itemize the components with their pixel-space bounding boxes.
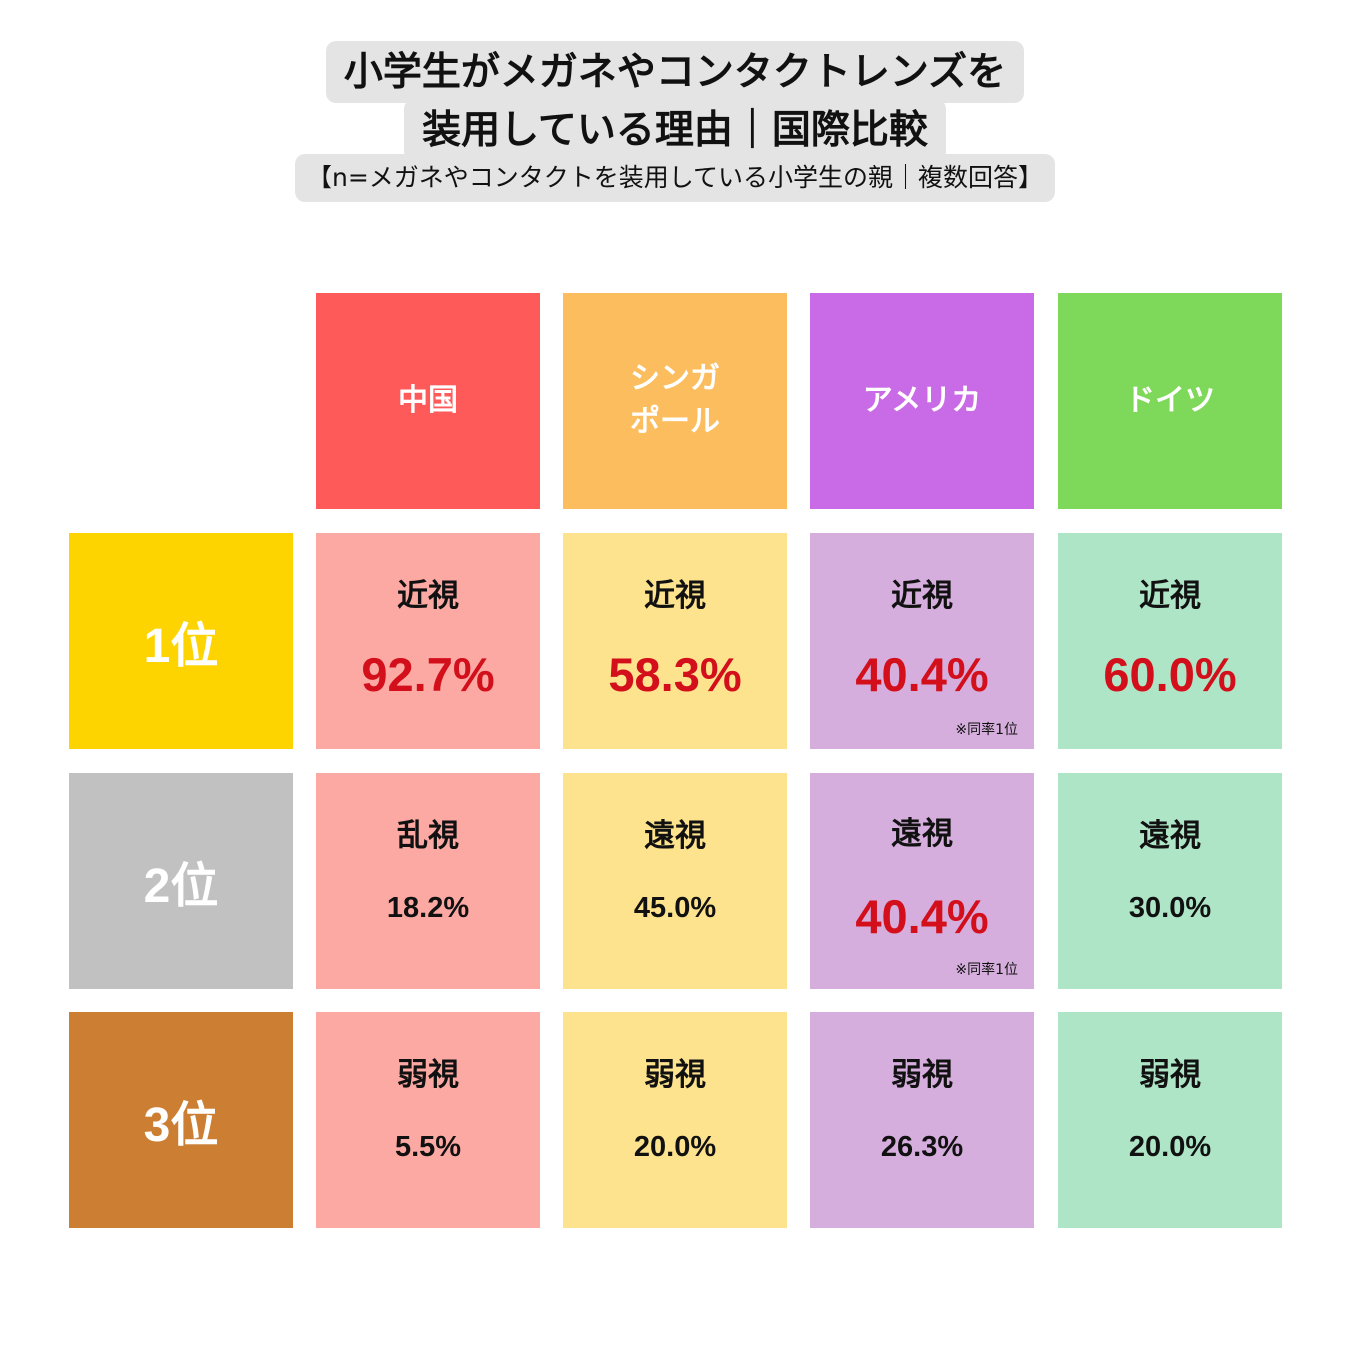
reason-label: 弱視 (1139, 1057, 1201, 1093)
rank-3-label: 3位 (143, 1099, 219, 1152)
reason-label: 遠視 (644, 818, 706, 854)
reason-label: 乱視 (397, 818, 459, 854)
cell-america-rank3: 弱視 26.3% (810, 1012, 1034, 1228)
cell-singapore-rank1: 近視 58.3% (563, 533, 787, 749)
cell-china-rank3: 弱視 5.5% (316, 1012, 540, 1228)
cell-china-rank1: 近視 92.7% (316, 533, 540, 749)
percent-label: 40.4% (855, 648, 989, 701)
header-singapore: シンガ ポール (563, 293, 787, 509)
cell-germany-rank3: 弱視 20.0% (1058, 1012, 1282, 1228)
reason-label: 近視 (891, 578, 953, 614)
percent-label: 20.0% (633, 1131, 717, 1163)
chart-subtitle-text: 【n=メガネやコンタクトを装用している小学生の親｜複数回答】 (294, 154, 1056, 202)
rank-2-label: 2位 (143, 860, 219, 913)
reason-label: 近視 (397, 578, 459, 614)
reason-label: 弱視 (644, 1057, 706, 1093)
reason-label: 近視 (1139, 578, 1201, 614)
percent-label: 20.0% (1128, 1131, 1212, 1163)
reason-label: 近視 (644, 578, 706, 614)
cell-america-rank2: 遠視 40.4% ※同率1位 (810, 773, 1034, 989)
percent-label: 60.0% (1103, 648, 1237, 701)
percent-label: 40.4% (855, 890, 989, 943)
cell-germany-rank1: 近視 60.0% (1058, 533, 1282, 749)
tie-note: ※同率1位 (955, 722, 1018, 738)
percent-label: 30.0% (1128, 892, 1212, 924)
header-china: 中国 (316, 293, 540, 509)
percent-label: 18.2% (386, 892, 470, 924)
rank-1-label: 1位 (143, 620, 219, 673)
chart-title-text-2: 装用している理由｜国際比較 (404, 99, 946, 161)
header-china-label: 中国 (398, 382, 458, 418)
chart-title-text-1: 小学生がメガネやコンタクトレンズを (325, 41, 1025, 103)
cell-singapore-rank3: 弱視 20.0% (563, 1012, 787, 1228)
chart-title-line2: 装用している理由｜国際比較 (0, 99, 1350, 161)
cell-china-rank2: 乱視 18.2% (316, 773, 540, 989)
reason-label: 遠視 (891, 816, 953, 852)
rank-2: 2位 (69, 773, 293, 989)
percent-label: 58.3% (608, 648, 742, 701)
header-america: アメリカ (810, 293, 1034, 509)
cell-singapore-rank2: 遠視 45.0% (563, 773, 787, 989)
chart-title-line1: 小学生がメガネやコンタクトレンズを (0, 41, 1350, 103)
percent-label: 92.7% (361, 648, 495, 701)
percent-label: 26.3% (880, 1131, 964, 1163)
chart-subtitle: 【n=メガネやコンタクトを装用している小学生の親｜複数回答】 (0, 154, 1350, 202)
cell-america-rank1: 近視 40.4% ※同率1位 (810, 533, 1034, 749)
rank-1: 1位 (69, 533, 293, 749)
header-america-label: アメリカ (862, 382, 982, 418)
percent-label: 45.0% (633, 892, 717, 924)
reason-label: 遠視 (1139, 818, 1201, 854)
percent-label: 5.5% (394, 1131, 462, 1163)
cell-germany-rank2: 遠視 30.0% (1058, 773, 1282, 989)
rank-3: 3位 (69, 1012, 293, 1228)
header-germany-label: ドイツ (1125, 382, 1215, 418)
tie-note: ※同率1位 (955, 962, 1018, 978)
header-singapore-label-2: ポール (630, 404, 720, 439)
header-germany: ドイツ (1058, 293, 1282, 509)
reason-label: 弱視 (397, 1057, 459, 1093)
reason-label: 弱視 (891, 1057, 953, 1093)
header-singapore-label-1: シンガ (630, 361, 720, 397)
